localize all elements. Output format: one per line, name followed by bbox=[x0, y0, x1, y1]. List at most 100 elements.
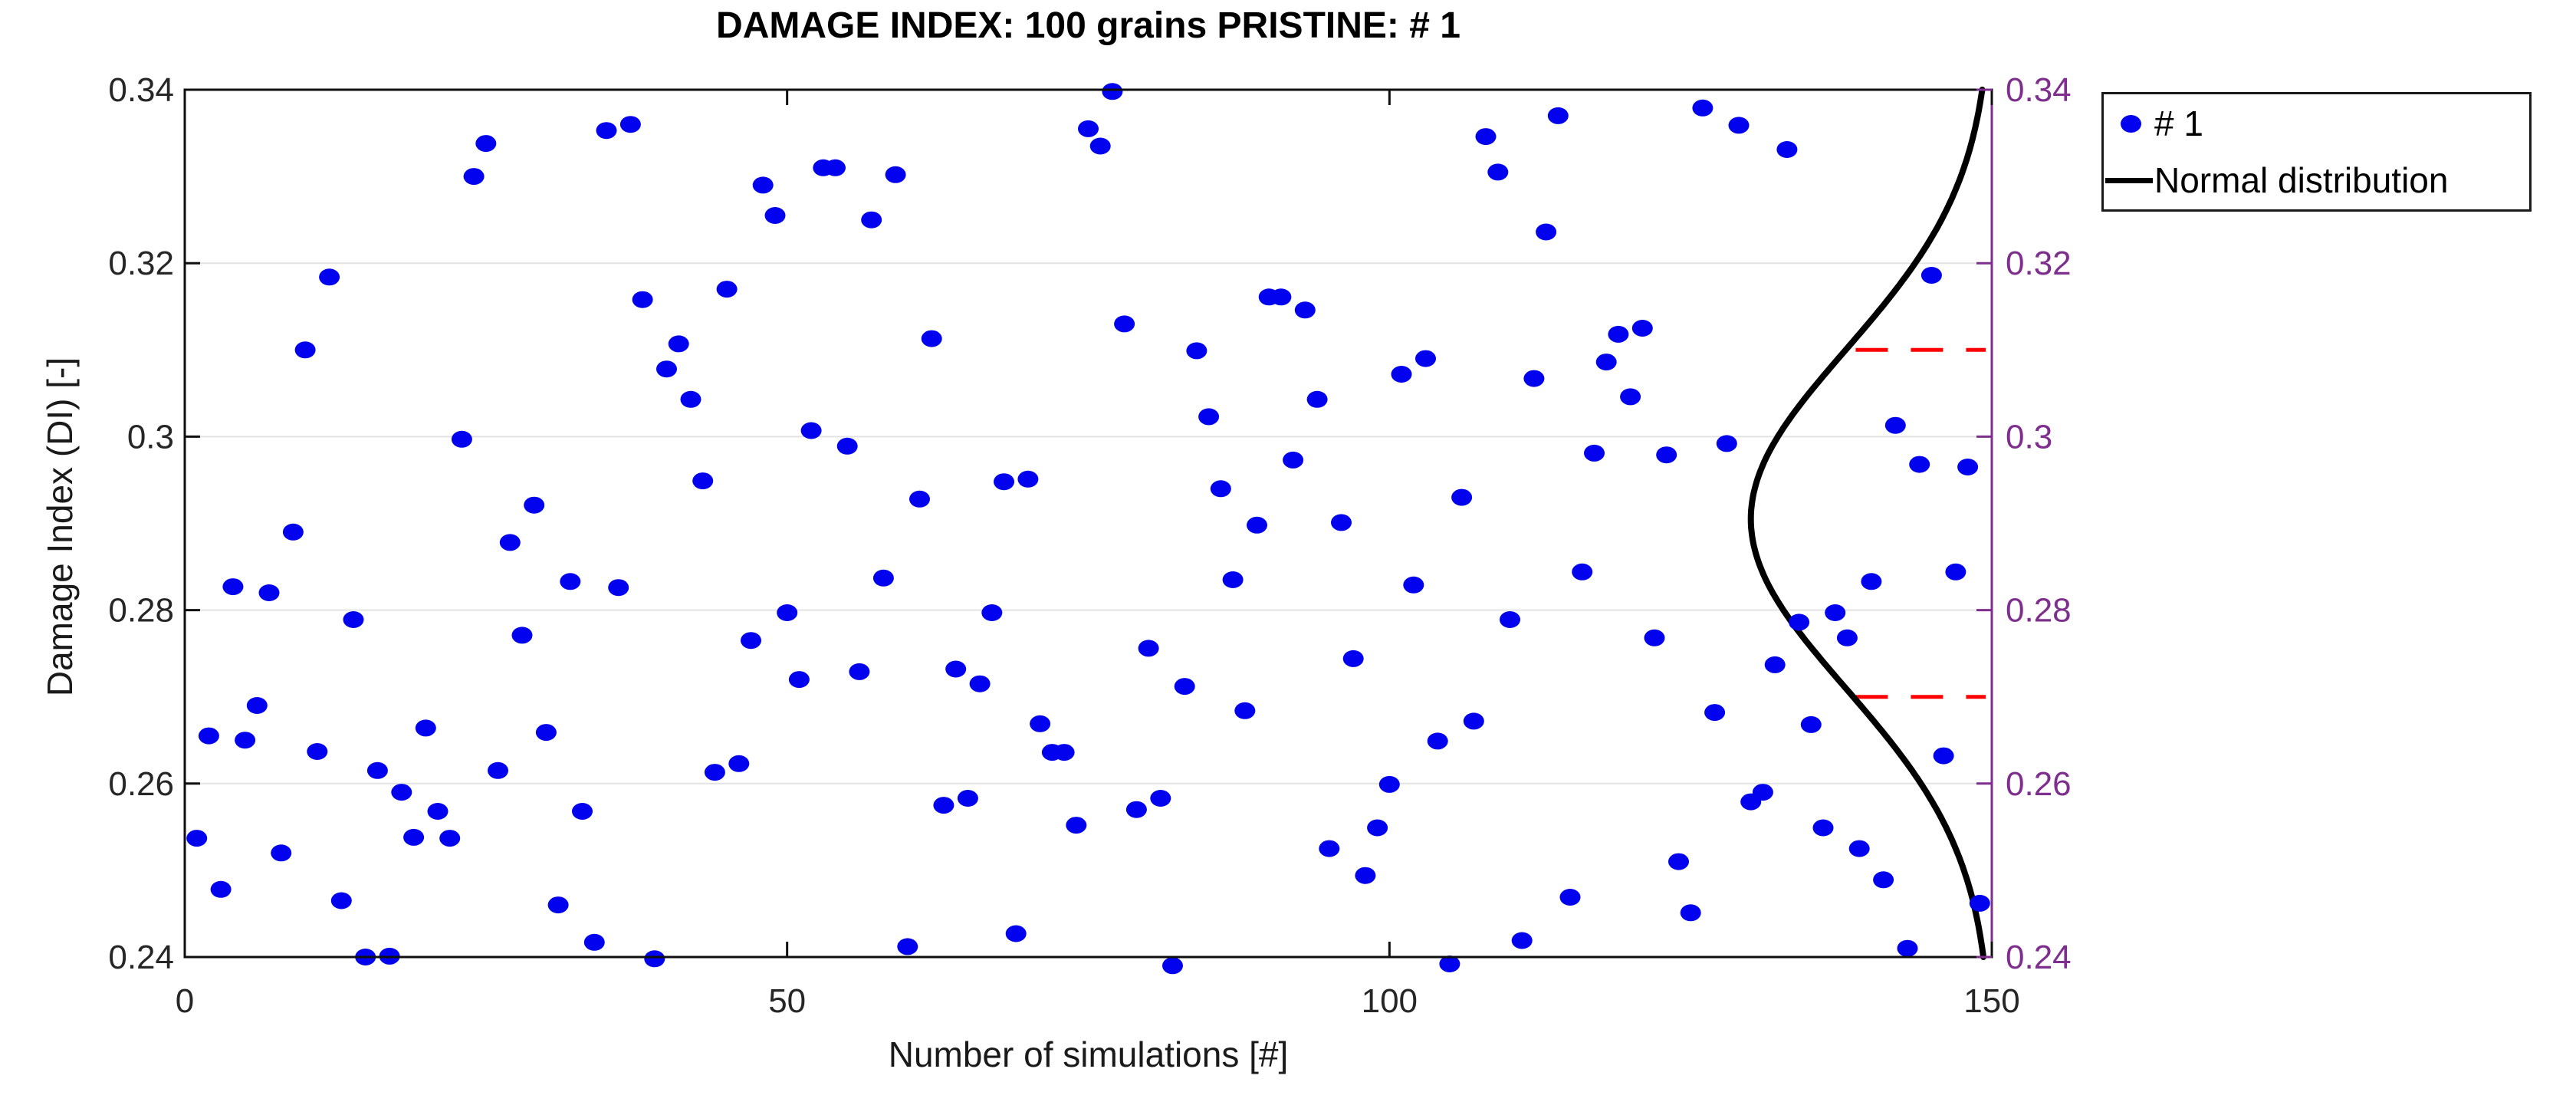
scatter-point bbox=[1102, 83, 1123, 100]
scatter-point bbox=[1066, 817, 1087, 834]
scatter-point bbox=[668, 335, 689, 353]
x-tick-label-150: 150 bbox=[1963, 982, 2019, 1020]
scatter-point bbox=[451, 430, 472, 448]
scatter-point bbox=[777, 604, 798, 621]
scatter-point bbox=[330, 892, 352, 909]
scatter-point bbox=[1391, 366, 1412, 383]
scatter-point bbox=[897, 938, 918, 955]
scatter-point bbox=[1897, 939, 1918, 957]
scatter-point bbox=[1836, 629, 1858, 646]
legend-icon-zone bbox=[2104, 96, 2153, 151]
scatter-point bbox=[488, 761, 508, 779]
y-tick-label-right-0.26: 0.26 bbox=[2006, 765, 2072, 803]
scatter-point bbox=[680, 390, 702, 408]
scatter-point bbox=[1114, 315, 1135, 333]
scatter-marker-icon bbox=[2121, 115, 2141, 133]
y-tick-label-right-0.3: 0.3 bbox=[2006, 418, 2052, 456]
scatter-point bbox=[596, 122, 617, 140]
scatter-point bbox=[1319, 840, 1340, 857]
scatter-point bbox=[1306, 390, 1328, 408]
scatter-point bbox=[1884, 416, 1906, 434]
scatter-point bbox=[1656, 446, 1677, 464]
scatter-point bbox=[222, 578, 244, 596]
scatter-point bbox=[1186, 342, 1208, 360]
scatter-point bbox=[343, 611, 364, 628]
scatter-point bbox=[1631, 320, 1653, 337]
scatter-point bbox=[1270, 288, 1292, 306]
scatter-point bbox=[1969, 894, 1990, 912]
x-tick-label-100: 100 bbox=[1362, 982, 1418, 1020]
scatter-point bbox=[1342, 650, 1364, 667]
y-tick-label-left-0.34: 0.34 bbox=[108, 71, 174, 109]
scatter-point bbox=[692, 472, 714, 490]
scatter-point bbox=[1861, 573, 1882, 590]
scatter-point bbox=[1451, 488, 1473, 506]
scatter-point bbox=[1089, 137, 1111, 155]
scatter-point bbox=[1378, 775, 1400, 793]
scatter-point bbox=[1439, 955, 1460, 972]
scatter-point bbox=[1463, 712, 1484, 730]
scatter-point bbox=[1487, 163, 1509, 181]
scatter-point bbox=[1536, 223, 1557, 241]
scatter-point bbox=[1294, 301, 1316, 319]
scatter-point bbox=[1511, 932, 1533, 949]
scatter-point bbox=[872, 569, 894, 587]
scatter-point bbox=[1222, 571, 1244, 588]
scatter-point bbox=[1812, 819, 1834, 837]
scatter-point bbox=[741, 632, 761, 650]
x-tick-label-0: 0 bbox=[176, 982, 194, 1020]
scatter-point bbox=[1367, 819, 1388, 837]
scatter-point bbox=[994, 473, 1014, 491]
scatter-point bbox=[1945, 563, 1967, 581]
scatter-point bbox=[1704, 704, 1726, 722]
scatter-point bbox=[1125, 801, 1147, 818]
scatter-point bbox=[1198, 408, 1220, 426]
scatter-point bbox=[1559, 889, 1581, 906]
legend-item-label: Normal distribution bbox=[2154, 160, 2449, 200]
y-tick-label-right-0.28: 0.28 bbox=[2006, 592, 2072, 630]
scatter-point bbox=[849, 663, 870, 680]
scatter-point bbox=[1620, 388, 1641, 406]
scatter-point bbox=[524, 496, 545, 514]
scatter-point bbox=[1764, 656, 1786, 673]
scatter-point bbox=[282, 523, 304, 541]
scatter-point bbox=[1078, 120, 1099, 137]
legend-item-series: # 1 bbox=[2104, 96, 2529, 151]
scatter-point bbox=[1848, 840, 1870, 857]
scatter-point bbox=[1668, 853, 1689, 870]
scatter-point bbox=[1776, 141, 1798, 158]
scatter-point bbox=[1403, 576, 1424, 594]
scatter-point bbox=[1247, 516, 1267, 534]
scatter-point bbox=[1547, 107, 1569, 124]
scatter-point bbox=[1608, 325, 1629, 343]
scatter-point bbox=[1150, 790, 1171, 807]
legend-icon-zone bbox=[2104, 153, 2153, 208]
scatter-point bbox=[957, 790, 978, 807]
scatter-point bbox=[1752, 784, 1773, 801]
scatter-point bbox=[1716, 435, 1737, 452]
y-tick-label-right-0.34: 0.34 bbox=[2006, 71, 2072, 109]
scatter-point bbox=[619, 116, 641, 133]
scatter-point bbox=[1584, 444, 1605, 462]
scatter-point bbox=[511, 627, 533, 644]
scatter-point bbox=[1680, 904, 1701, 922]
scatter-point bbox=[475, 135, 497, 153]
y-tick-label-left-0.28: 0.28 bbox=[108, 592, 174, 630]
y-tick-label-right-0.24: 0.24 bbox=[2006, 939, 2072, 976]
scatter-point bbox=[319, 268, 340, 286]
scatter-point bbox=[572, 803, 593, 820]
scatter-point bbox=[800, 422, 822, 439]
y-tick-label-left-0.26: 0.26 bbox=[108, 765, 174, 803]
scatter-point bbox=[728, 755, 750, 772]
y-axis-label: Damage Index (DI) [-] bbox=[40, 357, 80, 697]
scatter-point bbox=[1283, 451, 1304, 469]
y-tick-label-left-0.32: 0.32 bbox=[108, 245, 174, 282]
scatter-point bbox=[1909, 456, 1930, 473]
scatter-point bbox=[271, 844, 292, 862]
scatter-point bbox=[716, 281, 738, 298]
scatter-point bbox=[1800, 715, 1822, 733]
scatter-point bbox=[235, 732, 256, 749]
y-tick-label-right-0.32: 0.32 bbox=[2006, 245, 2072, 282]
